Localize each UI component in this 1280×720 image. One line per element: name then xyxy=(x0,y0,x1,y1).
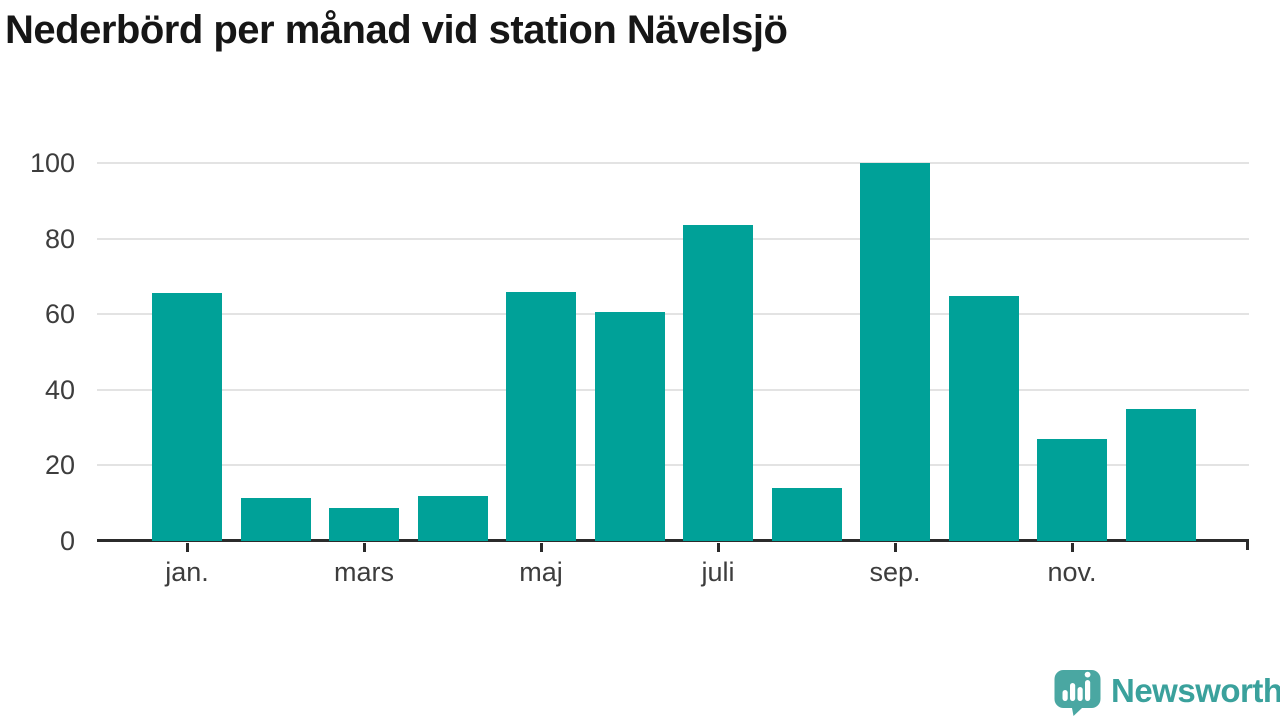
x-axis-label-nov: nov. xyxy=(1047,557,1097,587)
x-tick-mars xyxy=(362,543,366,552)
y-axis-label-0: 0 xyxy=(59,526,75,556)
bar-2 xyxy=(240,498,311,541)
bar-1 xyxy=(152,293,222,541)
x-axis-label-juli: juli xyxy=(701,557,735,587)
bar-7 xyxy=(683,225,753,541)
gridline-20 xyxy=(97,464,1249,467)
axis-end-tick xyxy=(1246,540,1249,550)
y-axis-label-40: 40 xyxy=(44,374,75,405)
bar-10 xyxy=(948,296,1019,541)
bar-9 xyxy=(860,163,930,541)
x-tick-nov xyxy=(1070,543,1074,552)
x-tick-sep xyxy=(893,543,897,552)
bar-5 xyxy=(506,292,576,541)
x-axis-label-jan: jan. xyxy=(165,557,209,587)
x-axis-label-mars: mars xyxy=(334,557,394,587)
gridline-80 xyxy=(97,237,1249,240)
y-axis-label-80: 80 xyxy=(44,223,75,254)
bar-4 xyxy=(417,496,488,541)
newsworthy-logo: Newsworthy xyxy=(1053,666,1280,716)
bar-3 xyxy=(329,508,399,541)
x-tick-jan xyxy=(185,543,189,552)
y-axis-label-60: 60 xyxy=(44,299,75,330)
newsworthy-logo-icon xyxy=(1054,670,1101,716)
bar-6 xyxy=(594,312,665,541)
y-axis-label-100: 100 xyxy=(29,148,75,178)
bar-12 xyxy=(1125,409,1196,541)
x-tick-juli xyxy=(716,543,720,552)
bar-8 xyxy=(771,488,842,541)
x-axis-line xyxy=(97,539,1249,542)
x-axis-label-maj: maj xyxy=(519,557,563,587)
gridline-40 xyxy=(97,388,1249,391)
newsworthy-logo-text: Newsworthy xyxy=(1111,672,1280,709)
bar-11 xyxy=(1037,439,1107,541)
chart-title: Nederbörd per månad vid station Nävelsjö xyxy=(5,8,788,52)
gridline-100 xyxy=(97,162,1249,164)
x-axis-label-sep: sep. xyxy=(869,557,921,587)
plot-area xyxy=(97,162,1249,552)
x-tick-maj xyxy=(539,543,543,552)
gridline-60 xyxy=(97,313,1249,316)
y-axis-label-20: 20 xyxy=(44,450,75,481)
